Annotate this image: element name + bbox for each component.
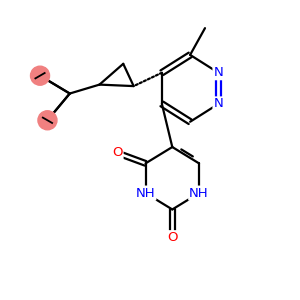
Text: N: N [214,98,223,110]
Text: NH: NH [189,187,209,200]
Circle shape [38,111,57,130]
Text: O: O [167,231,178,244]
Text: N: N [214,66,223,79]
Text: NH: NH [136,187,155,200]
Circle shape [31,66,50,85]
Text: O: O [112,146,123,160]
